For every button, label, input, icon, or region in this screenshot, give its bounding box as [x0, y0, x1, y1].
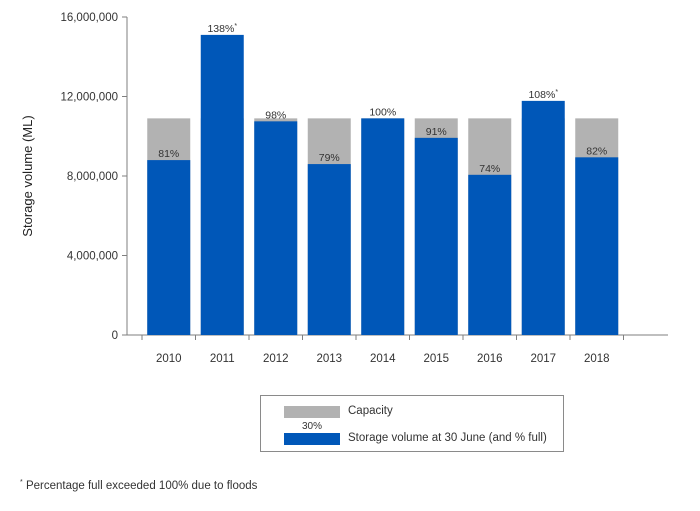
storage-bar [200, 34, 244, 335]
x-tick-label: 2015 [423, 353, 449, 365]
y-tick-label: 8,000,000 [67, 171, 118, 183]
percent-label: 82% [586, 145, 607, 157]
legend-storage-label: Storage volume at 30 June (and % full) [348, 432, 547, 444]
legend: Capacity 30% Storage volume at 30 June (… [260, 395, 564, 452]
storage-volume-chart: 04,000,0008,000,00012,000,00016,000,000 … [20, 12, 668, 365]
x-tick-label: 2010 [156, 353, 182, 365]
storage-bar [414, 137, 458, 335]
percent-label: 91% [426, 126, 447, 138]
footnote: * Percentage full exceeded 100% due to f… [20, 479, 257, 492]
bars [147, 34, 619, 335]
percent-asterisk: * [555, 89, 558, 96]
storage-bar [307, 164, 351, 335]
legend-storage-swatch [284, 433, 340, 445]
percent-label: 108%* [528, 89, 558, 101]
y-tick-label: 0 [112, 330, 118, 342]
y-tick-label: 16,000,000 [60, 12, 118, 24]
legend-example-percent: 30% [302, 421, 323, 432]
storage-bar [147, 160, 191, 335]
percent-asterisk: * [234, 23, 237, 30]
footnote-marker: * [20, 479, 23, 486]
x-tick-label: 2017 [530, 353, 556, 365]
x-tick-label: 2012 [263, 353, 289, 365]
y-tick-label: 12,000,000 [60, 92, 118, 104]
storage-bar [361, 118, 405, 335]
x-tick-label: 2013 [316, 353, 342, 365]
percent-label: 81% [158, 148, 179, 160]
y-tick-label: 4,000,000 [67, 251, 118, 263]
y-axis-label: Storage volume (ML) [20, 115, 35, 236]
x-tick-label: 2011 [210, 353, 235, 365]
x-axis: 2010 2011 2012 2013 2014 2015 2016 2017 2018 [127, 334, 668, 365]
percent-label: 98% [265, 109, 286, 121]
x-tick-label: 2016 [477, 353, 503, 365]
legend-capacity-swatch [284, 406, 340, 418]
x-tick-label: 2018 [584, 353, 610, 365]
legend-capacity-label: Capacity [348, 405, 393, 417]
percent-labels: 81% 138%* 98% 79% 100% 91% 74% 108%* 82% [158, 23, 607, 175]
percent-label: 138%* [207, 23, 237, 35]
percent-label: 100% [369, 106, 396, 118]
storage-bar [468, 174, 512, 335]
x-tick-label: 2014 [370, 353, 396, 365]
storage-bar [254, 121, 298, 335]
footnote-text: Percentage full exceeded 100% due to flo… [25, 479, 258, 492]
storage-bar [521, 100, 565, 335]
percent-label: 74% [479, 163, 500, 175]
storage-bar [575, 157, 619, 335]
y-axis: 0 4,000,000 8,000,000 12,000,000 16,000,000 [60, 12, 128, 342]
percent-label: 79% [319, 152, 340, 164]
